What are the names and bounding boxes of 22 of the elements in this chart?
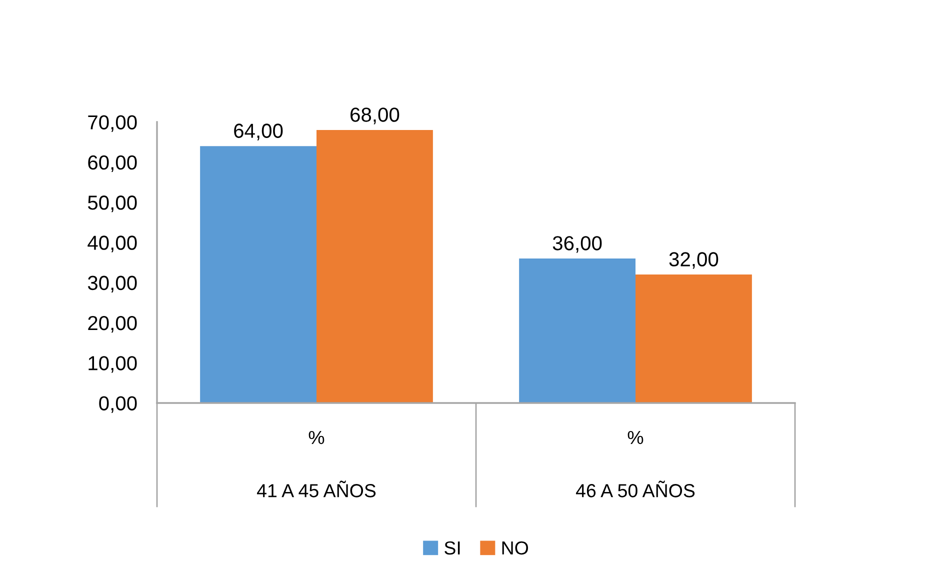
legend-label: SI <box>444 541 460 555</box>
x-tick-label: 46 A 50 AÑOS <box>576 480 695 498</box>
data-label: 32,00 <box>669 252 718 269</box>
y-tick-label: 40,00 <box>88 236 137 252</box>
bar <box>316 130 433 403</box>
data-label: 68,00 <box>350 108 400 124</box>
y-tick-label: 50,00 <box>88 196 137 212</box>
y-tick-label: 10,00 <box>88 356 137 373</box>
legend-label: NO <box>502 541 528 555</box>
bar <box>200 146 316 403</box>
data-label: 64,00 <box>234 124 283 140</box>
y-tick-label: 60,00 <box>88 155 137 172</box>
text: % <box>628 430 644 444</box>
y-tick-label: 30,00 <box>88 276 137 292</box>
y-tick-label: 20,00 <box>88 316 137 333</box>
data-label: 36,00 <box>552 236 602 253</box>
y-tick-label: 70,00 <box>88 115 137 132</box>
text: % <box>308 430 324 444</box>
bar <box>636 274 752 403</box>
x-tick-label: 41 A 45 AÑOS <box>256 480 376 498</box>
y-tick-label: 0,00 <box>99 396 137 413</box>
bar <box>519 258 636 403</box>
